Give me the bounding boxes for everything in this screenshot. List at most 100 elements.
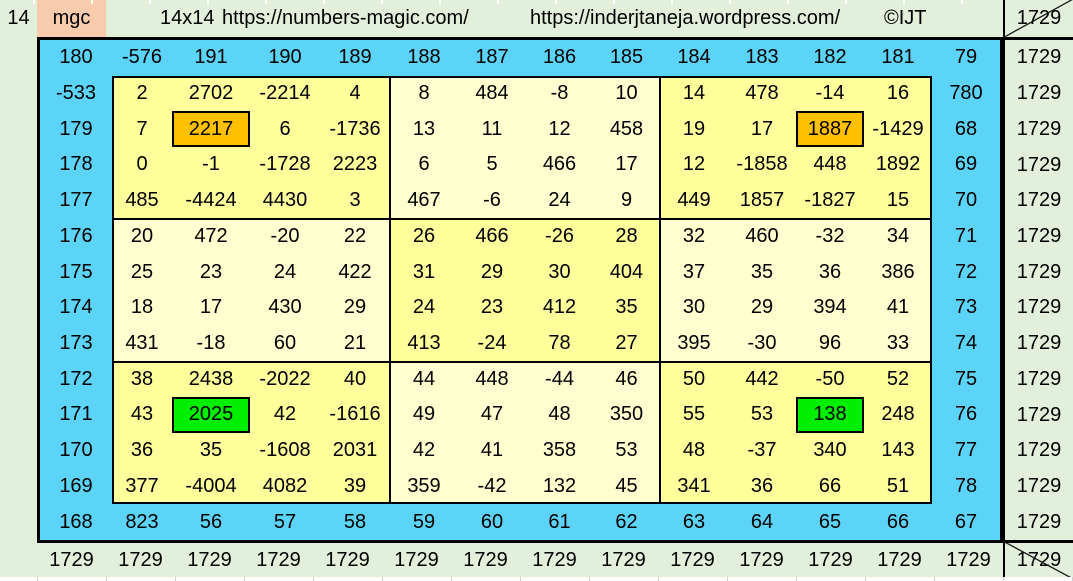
grid-cell-r12-c12[interactable]: 51 [864,468,932,505]
grid-cell-r11-c7[interactable]: 358 [526,432,593,469]
grid-cell-r8-c5[interactable]: 413 [390,325,458,362]
col-sum-7[interactable]: 1729 [532,548,577,571]
grid-cell-r2-c3[interactable]: 6 [250,111,320,148]
grid-cell-r4-c5[interactable]: 467 [390,182,458,219]
grid-cell-r7-c1[interactable]: 18 [112,290,172,326]
grid-cell-r2-c8[interactable]: 458 [593,111,660,148]
grid-cell-r4-c11[interactable]: -1827 [796,182,864,219]
grid-cell-r1-c4[interactable]: 4 [320,75,390,112]
grid-cell-r12-c0[interactable]: 169 [40,468,112,505]
mgc-cell[interactable]: mgc [37,0,106,37]
col-sum-6[interactable]: 1729 [463,548,508,571]
grid-cell-r9-c6[interactable]: 448 [458,361,526,398]
grid-cell-r4-c7[interactable]: 24 [526,182,593,219]
grid-cell-r12-c2[interactable]: -4004 [172,468,250,505]
grid-cell-r8-c3[interactable]: 60 [250,325,320,362]
grid-cell-r3-c9[interactable]: 12 [660,147,728,183]
grid-cell-r3-c11[interactable]: 448 [796,147,864,183]
grid-cell-r2-c11[interactable]: 1887 [796,111,864,148]
grid-cell-r8-c9[interactable]: 395 [660,325,728,362]
numbers-magic-url[interactable]: https://numbers-magic.com/ [222,7,469,29]
grid-cell-r13-c5[interactable]: 59 [390,504,458,540]
grid-cell-r8-c12[interactable]: 33 [864,325,932,362]
grid-cell-r6-c1[interactable]: 25 [112,254,172,290]
grid-cell-r1-c2[interactable]: 2702 [172,75,250,112]
grid-cell-r5-c7[interactable]: -26 [526,218,593,255]
grid-cell-r9-c2[interactable]: 2438 [172,361,250,398]
antidiagonal-sum-cell[interactable]: 1729 [1005,0,1073,40]
grid-cell-r5-c0[interactable]: 176 [40,218,112,255]
grid-cell-r7-c6[interactable]: 23 [458,290,526,326]
row-sum-4[interactable]: 1729 [1016,189,1062,212]
grid-cell-r12-c11[interactable]: 66 [796,468,864,505]
grid-cell-r4-c12[interactable]: 15 [864,182,932,219]
row-sum-1[interactable]: 1729 [1016,82,1062,105]
grid-cell-r0-c1[interactable]: -576 [112,40,172,76]
col-sum-9[interactable]: 1729 [670,548,715,571]
grid-cell-r10-c4[interactable]: -1616 [320,397,390,433]
grid-cell-r0-c13[interactable]: 79 [932,40,1000,76]
col-sum-3[interactable]: 1729 [256,548,301,571]
grid-cell-r10-c8[interactable]: 350 [593,397,660,433]
grid-cell-r13-c4[interactable]: 58 [320,504,390,540]
row-sum-3[interactable]: 1729 [1016,153,1062,176]
grid-cell-r13-c8[interactable]: 62 [593,504,660,540]
grid-cell-r6-c0[interactable]: 175 [40,254,112,290]
grid-cell-r9-c4[interactable]: 40 [320,361,390,398]
grid-cell-r6-c3[interactable]: 24 [250,254,320,290]
grid-cell-r7-c0[interactable]: 174 [40,290,112,326]
row-sum-0[interactable]: 1729 [1016,46,1062,69]
grid-cell-r2-c13[interactable]: 68 [932,111,1000,148]
grid-cell-r13-c2[interactable]: 56 [172,504,250,540]
grid-cell-r8-c6[interactable]: -24 [458,325,526,362]
grid-cell-r11-c9[interactable]: 48 [660,432,728,469]
grid-cell-r10-c10[interactable]: 53 [728,397,796,433]
grid-cell-r9-c3[interactable]: -2022 [250,361,320,398]
grid-cell-r11-c12[interactable]: 143 [864,432,932,469]
grid-cell-r6-c11[interactable]: 36 [796,254,864,290]
grid-cell-r5-c12[interactable]: 34 [864,218,932,255]
grid-cell-r0-c5[interactable]: 188 [390,40,458,76]
grid-cell-r3-c6[interactable]: 5 [458,147,526,183]
grid-cell-r13-c11[interactable]: 65 [796,504,864,540]
grid-cell-r9-c10[interactable]: 442 [728,361,796,398]
grid-cell-r3-c0[interactable]: 178 [40,147,112,183]
row-sum-12[interactable]: 1729 [1016,474,1062,497]
col-sum-8[interactable]: 1729 [601,548,646,571]
grid-cell-r8-c4[interactable]: 21 [320,325,390,362]
grid-cell-r4-c10[interactable]: 1857 [728,182,796,219]
grid-cell-r7-c11[interactable]: 394 [796,290,864,326]
grid-cell-r0-c4[interactable]: 189 [320,40,390,76]
row-sum-9[interactable]: 1729 [1016,367,1062,390]
grid-cell-r13-c13[interactable]: 67 [932,504,1000,540]
grid-cell-r11-c6[interactable]: 41 [458,432,526,469]
col-sum-2[interactable]: 1729 [187,548,232,571]
grid-cell-r11-c11[interactable]: 340 [796,432,864,469]
grid-cell-r10-c5[interactable]: 49 [390,397,458,433]
grid-cell-r11-c13[interactable]: 77 [932,432,1000,469]
grid-cell-r8-c11[interactable]: 96 [796,325,864,362]
grid-cell-r1-c9[interactable]: 14 [660,75,728,112]
grid-cell-r5-c4[interactable]: 22 [320,218,390,255]
grid-cell-r0-c0[interactable]: 180 [40,40,112,76]
grid-cell-r13-c10[interactable]: 64 [728,504,796,540]
grid-cell-r4-c8[interactable]: 9 [593,182,660,219]
grid-cell-r9-c13[interactable]: 75 [932,361,1000,398]
col-sum-11[interactable]: 1729 [808,548,853,571]
grid-cell-r4-c4[interactable]: 3 [320,182,390,219]
grid-cell-r11-c10[interactable]: -37 [728,432,796,469]
grid-cell-r4-c3[interactable]: 4430 [250,182,320,219]
grid-cell-r10-c12[interactable]: 248 [864,397,932,433]
grid-cell-r5-c13[interactable]: 71 [932,218,1000,255]
col-sum-13[interactable]: 1729 [946,548,991,571]
grid-cell-r8-c8[interactable]: 27 [593,325,660,362]
grid-cell-r12-c3[interactable]: 4082 [250,468,320,505]
grid-cell-r5-c10[interactable]: 460 [728,218,796,255]
grid-cell-r10-c1[interactable]: 43 [112,397,172,433]
row-sum-8[interactable]: 1729 [1016,332,1062,355]
grid-cell-r4-c2[interactable]: -4424 [172,182,250,219]
grid-cell-r7-c10[interactable]: 29 [728,290,796,326]
grid-cell-r0-c2[interactable]: 191 [172,40,250,76]
grid-cell-r0-c9[interactable]: 184 [660,40,728,76]
grid-cell-r13-c7[interactable]: 61 [526,504,593,540]
